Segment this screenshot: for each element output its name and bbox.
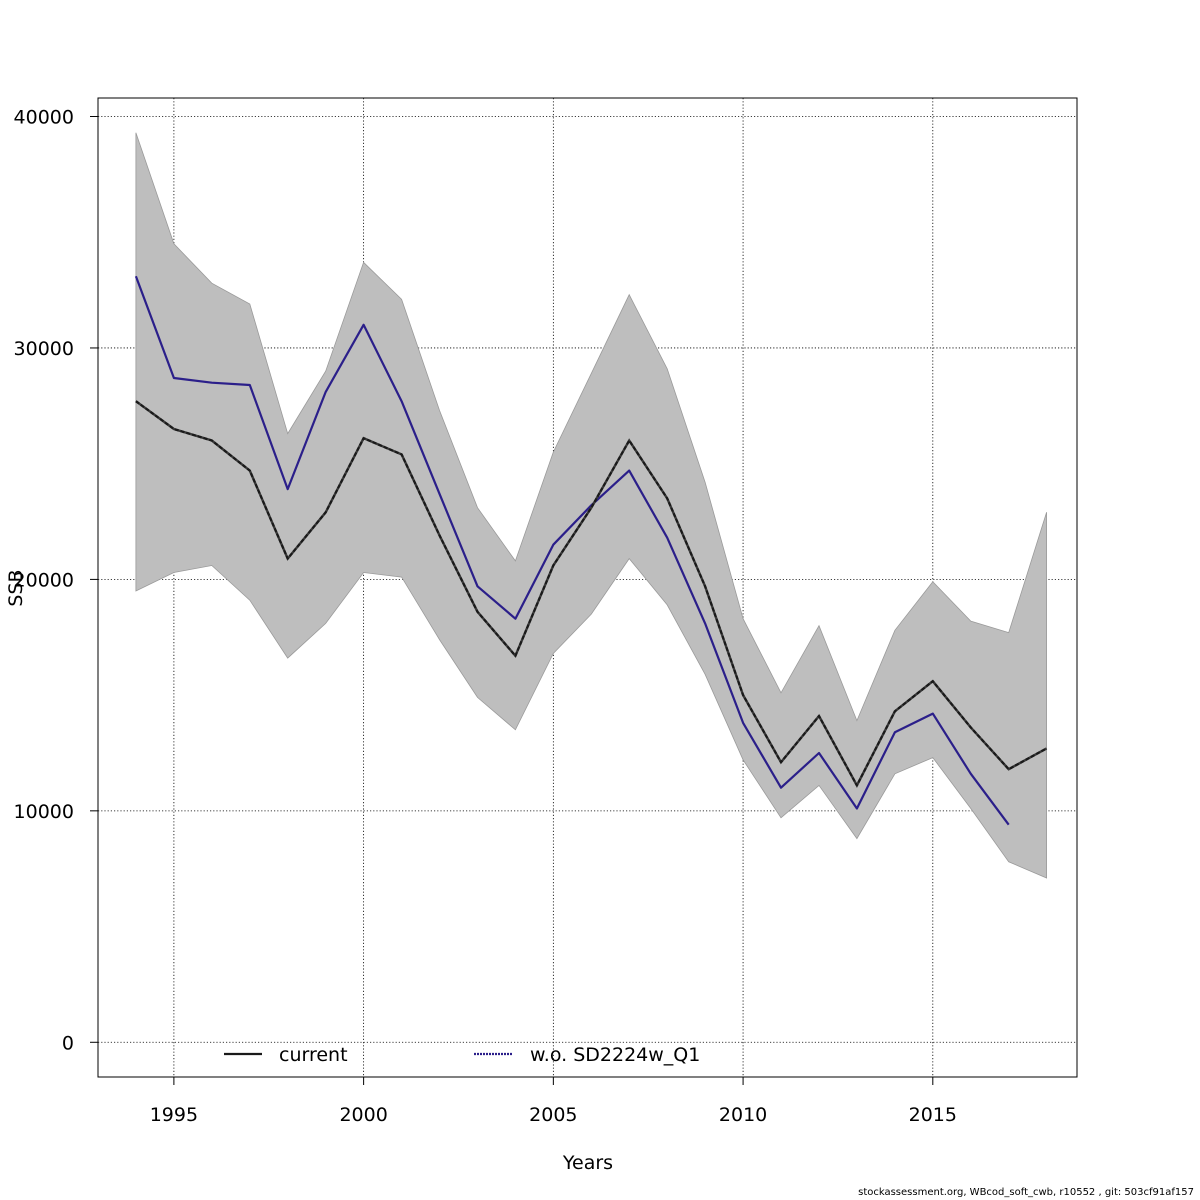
plot-frame <box>97 97 1078 1078</box>
series-line-alternative <box>134 275 1010 826</box>
x-tick-label: 2005 <box>529 1104 577 1126</box>
legend-label-alternative: w.o. SD2224w_Q1 <box>530 1044 700 1066</box>
y-tick-label: 20000 <box>14 569 74 591</box>
series-line-current <box>135 400 1048 787</box>
x-tick-label: 2010 <box>719 1104 767 1126</box>
x-tick-label: 1995 <box>150 1104 198 1126</box>
y-axis-title: SSB <box>5 569 27 606</box>
series-lines <box>134 275 1048 826</box>
x-axis-title: Years <box>562 1152 613 1174</box>
y-tick-label: 10000 <box>14 801 74 823</box>
legend-label-current: current <box>279 1044 348 1066</box>
y-tick-label: 30000 <box>14 338 74 360</box>
y-tick-label: 0 <box>62 1032 74 1054</box>
x-tick-label: 2000 <box>339 1104 387 1126</box>
y-tick-label: 40000 <box>14 107 74 129</box>
footer-credit: stockassessment.org, WBcod_soft_cwb, r10… <box>858 1187 1194 1198</box>
y-axis-ticks: 0 10000 20000 30000 40000 <box>14 107 98 1054</box>
legend: current w.o. SD2224w_Q1 <box>224 1044 700 1066</box>
x-tick-label: 2015 <box>909 1104 957 1126</box>
x-axis-ticks: 1995 2000 2005 2010 2015 <box>150 1077 957 1126</box>
